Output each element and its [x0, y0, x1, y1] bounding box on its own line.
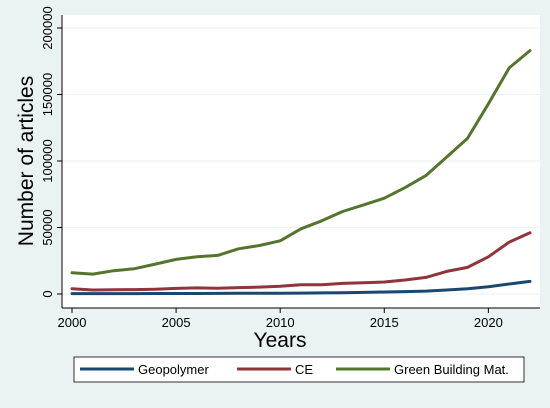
series-line-green-building-mat: [70, 49, 532, 276]
legend: Geopolymer CE Green Building Mat.: [73, 356, 525, 383]
y-axis-title: Number of articles: [15, 76, 38, 246]
series-line-ce: [70, 231, 532, 292]
y-axis: 0 50000 100000 150000 200000: [40, 6, 63, 308]
x-axis-title: Years: [254, 329, 307, 352]
legend-label-ce: CE: [295, 362, 313, 377]
series-line-geopolymer: [70, 279, 532, 296]
x-axis: 2000 2005 2010 2015 2020: [58, 307, 540, 330]
x-tick-label: 2010: [266, 315, 295, 330]
y-tick-label: 150000: [40, 73, 55, 116]
x-tick-label: 2005: [162, 315, 191, 330]
x-tick-label: 2015: [370, 315, 399, 330]
legend-label-green-building-mat: Green Building Mat.: [394, 362, 509, 377]
y-tick-label: 0: [40, 290, 55, 297]
y-tick-label: 100000: [40, 139, 55, 182]
legend-label-geopolymer: Geopolymer: [138, 362, 209, 377]
x-tick-label: 2020: [474, 315, 503, 330]
y-tick-label: 50000: [40, 209, 55, 245]
series-lines: [70, 49, 532, 296]
legend-box: [73, 356, 525, 383]
x-tick-label: 2000: [58, 315, 87, 330]
y-tick-label: 200000: [40, 6, 55, 49]
